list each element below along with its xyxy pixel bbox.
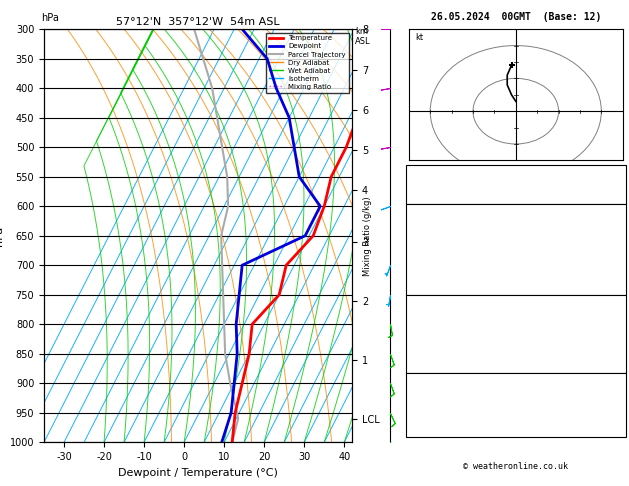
Text: Mixing Ratio (g/kg): Mixing Ratio (g/kg)	[364, 196, 372, 276]
Text: Dewp (°C)     9.4: Dewp (°C) 9.4	[409, 233, 509, 243]
Text: SREH          9: SREH 9	[409, 401, 497, 411]
Text: © weatheronline.co.uk: © weatheronline.co.uk	[464, 462, 568, 471]
Text: PW (cm)       1.88: PW (cm) 1.88	[409, 192, 515, 202]
Text: CAPE (J)      0: CAPE (J) 0	[409, 270, 497, 280]
Text: CIN (J)       0: CIN (J) 0	[409, 282, 497, 293]
Text: Surface: Surface	[495, 208, 537, 218]
Text: Most Unstable: Most Unstable	[477, 298, 554, 309]
Text: θₑ(K)         304: θₑ(K) 304	[409, 245, 509, 255]
Text: 26.05.2024  00GMT  (Base: 12): 26.05.2024 00GMT (Base: 12)	[431, 12, 601, 22]
Text: StmDir        157°: StmDir 157°	[409, 413, 515, 423]
Text: Lifted Index  9: Lifted Index 9	[409, 258, 497, 268]
Text: CIN (J)       0: CIN (J) 0	[409, 360, 497, 370]
Text: EH            -29: EH -29	[409, 388, 509, 399]
Y-axis label: hPa: hPa	[0, 226, 4, 246]
Title: 57°12'N  357°12'W  54m ASL: 57°12'N 357°12'W 54m ASL	[116, 17, 280, 27]
Text: Hodograph: Hodograph	[489, 376, 542, 386]
Text: Lifted Index  7: Lifted Index 7	[409, 335, 497, 346]
Text: Temp (°C)     12: Temp (°C) 12	[409, 220, 503, 230]
Text: Pressure (mb) 750: Pressure (mb) 750	[409, 311, 509, 321]
X-axis label: Dewpoint / Temperature (°C): Dewpoint / Temperature (°C)	[118, 468, 278, 478]
Text: km
ASL: km ASL	[355, 27, 371, 46]
Text: K             13: K 13	[409, 169, 503, 179]
Text: CAPE (J)      0: CAPE (J) 0	[409, 348, 497, 358]
Text: θₑ (K)        306: θₑ (K) 306	[409, 323, 509, 333]
Text: Totals Totals 41: Totals Totals 41	[409, 181, 503, 191]
Text: kt: kt	[415, 33, 423, 42]
Text: StmSpd (kt)   18: StmSpd (kt) 18	[409, 425, 503, 435]
Legend: Temperature, Dewpoint, Parcel Trajectory, Dry Adiabat, Wet Adiabat, Isotherm, Mi: Temperature, Dewpoint, Parcel Trajectory…	[266, 33, 348, 93]
Text: hPa: hPa	[41, 13, 58, 23]
